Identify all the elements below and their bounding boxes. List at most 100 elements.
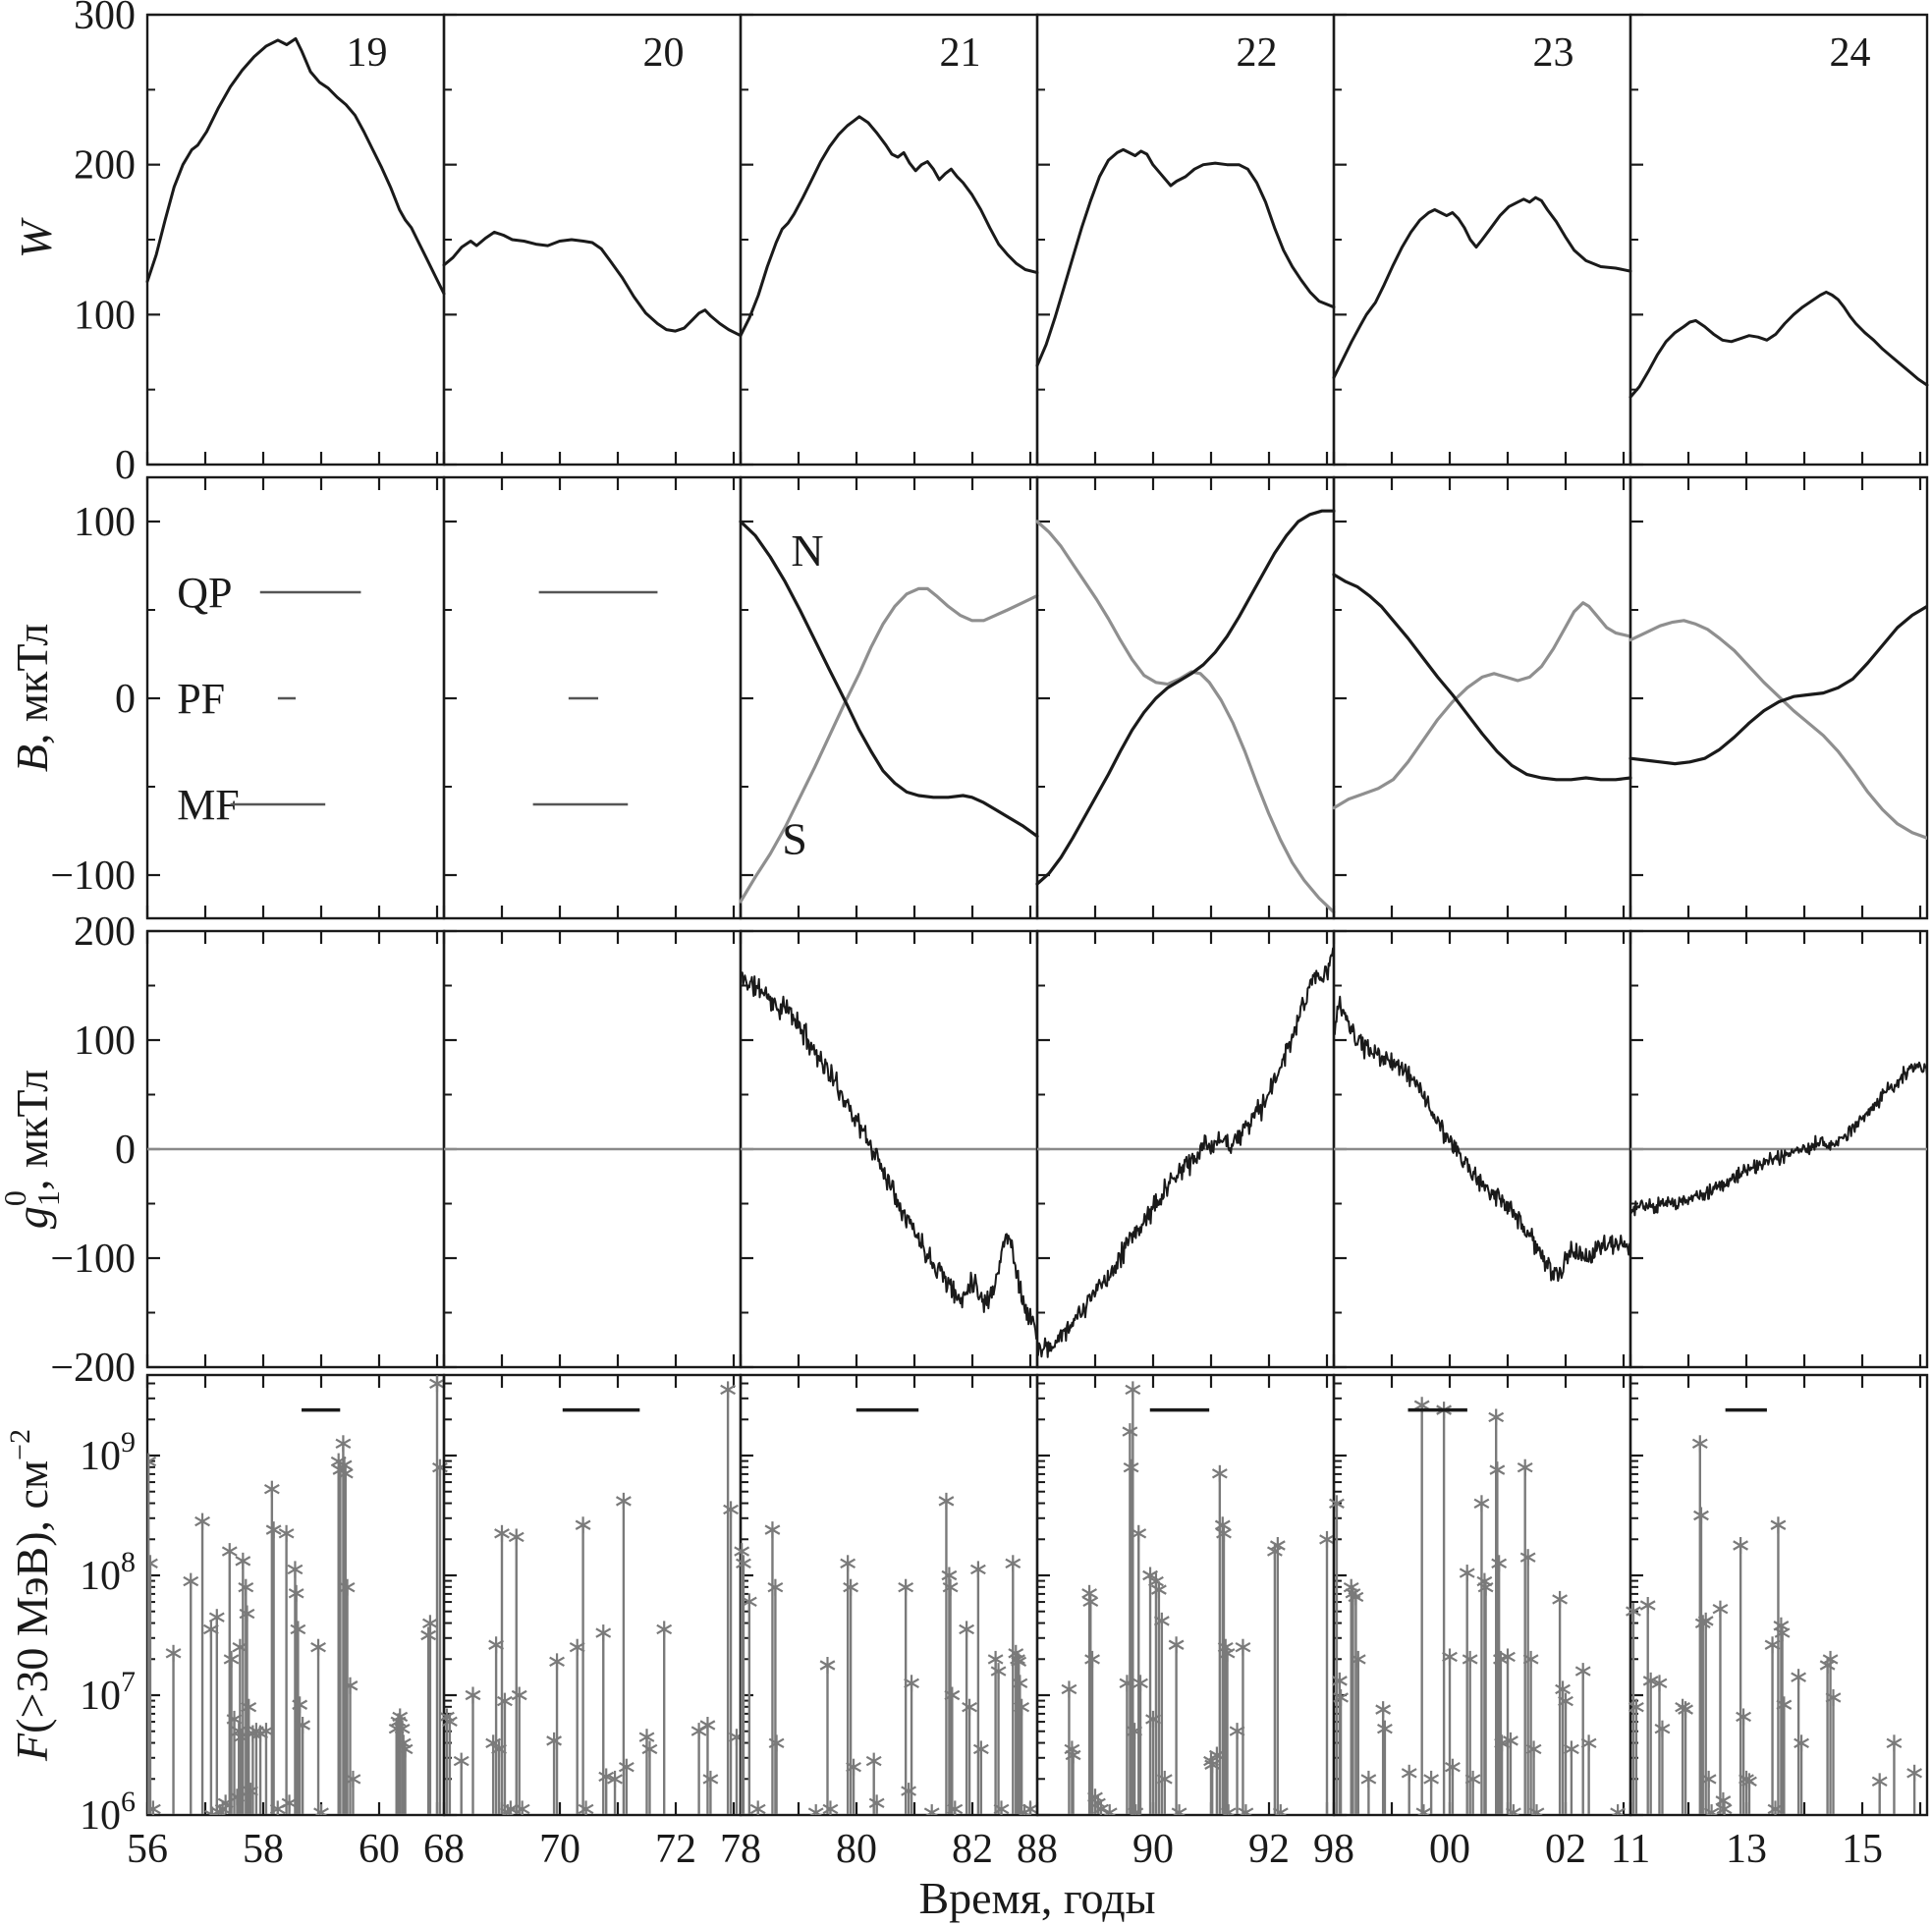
proton-event-marker <box>1503 1732 1518 1749</box>
proton-event-marker <box>843 1578 859 1596</box>
proton-event-marker <box>1269 1537 1286 1554</box>
proton-event-marker <box>904 1675 919 1692</box>
proton-event-marker <box>1014 1698 1030 1716</box>
proton-event-marker <box>1733 1537 1749 1554</box>
proton-event-marker <box>465 1686 481 1704</box>
proton-event-marker <box>1525 1740 1542 1758</box>
x-tick-label: 88 <box>1017 1827 1058 1872</box>
proton-event-marker <box>1505 1804 1521 1815</box>
proton-event-marker <box>1654 1720 1671 1737</box>
proton-event-marker <box>1500 1648 1516 1666</box>
cycle-number-label: 20 <box>642 30 684 76</box>
proton-event-marker <box>941 1567 958 1584</box>
proton-event-marker <box>767 1578 784 1596</box>
proton-event-marker <box>1555 1680 1571 1698</box>
panel-cycle-22: 88 90 92 22 <box>1017 13 1336 1872</box>
proton-event-marker <box>944 1686 961 1704</box>
proton-event-marker <box>429 1375 445 1393</box>
proton-event-marker <box>1716 1800 1733 1815</box>
proton-event-marker <box>337 1464 354 1482</box>
proton-event-marker <box>923 1804 940 1815</box>
proton-event-marker <box>1715 1791 1732 1809</box>
proton-event-marker <box>962 1698 977 1716</box>
proton-event-marker <box>638 1729 655 1746</box>
proton-event-marker <box>1712 1600 1729 1618</box>
proton-event-marker <box>990 1663 1007 1680</box>
y-axis-title: g10, мкТл <box>0 1070 66 1229</box>
proton-event-marker <box>1741 1773 1757 1790</box>
proton-fluence-stems <box>1329 1397 1627 1815</box>
proton-event-marker <box>1214 1516 1231 1534</box>
proton-event-marker <box>422 1615 438 1632</box>
proton-event-marker <box>898 1578 914 1596</box>
proton-event-marker <box>699 1717 716 1733</box>
proton-event-marker <box>598 1768 615 1786</box>
proton-event-marker <box>287 1561 304 1578</box>
y-tick-label: 100 <box>74 1018 136 1064</box>
proton-event-marker <box>1216 1524 1232 1542</box>
proton-event-marker <box>972 1740 989 1758</box>
proton-event-marker <box>1626 1603 1641 1621</box>
x-tick-label: 72 <box>655 1827 696 1872</box>
proton-event-marker <box>1519 1549 1536 1567</box>
y-tick-label: 100 <box>74 500 136 545</box>
proton-event-marker <box>1651 1675 1668 1692</box>
proton-event-marker <box>1132 1675 1148 1692</box>
proton-event-marker <box>397 1740 414 1758</box>
proton-event-marker <box>1473 1495 1490 1513</box>
legend-label: QP <box>177 569 232 617</box>
proton-event-marker <box>238 1578 254 1596</box>
polar-field-north-curve <box>1628 604 1927 766</box>
cycle-number-label: 22 <box>1236 30 1277 76</box>
proton-event-marker <box>1219 1644 1236 1662</box>
proton-event-marker <box>768 1734 785 1752</box>
proton-event-marker <box>310 1638 326 1656</box>
sunspot-curve <box>1035 147 1336 367</box>
proton-event-marker <box>278 1524 295 1542</box>
proton-event-marker <box>1442 1648 1458 1666</box>
proton-event-marker <box>345 1770 361 1788</box>
x-tick-label: 70 <box>539 1827 580 1872</box>
panel-frame <box>1035 475 1336 920</box>
x-axis-title: Время, годы <box>918 1873 1155 1923</box>
panel-cycle-20: 68 70 72 20 <box>423 13 745 1872</box>
proton-event-marker <box>1272 1804 1289 1815</box>
dipole-g10-curve <box>1036 947 1335 1358</box>
south-label: S <box>782 813 807 863</box>
sunspot-curve <box>739 115 1039 338</box>
proton-event-marker <box>1235 1638 1251 1656</box>
polar-field-south-curve <box>1035 520 1336 914</box>
proton-event-marker <box>607 1770 623 1788</box>
proton-event-marker <box>736 1555 751 1572</box>
proton-event-marker <box>1886 1734 1903 1752</box>
proton-event-marker <box>208 1609 225 1626</box>
proton-event-marker <box>295 1717 311 1733</box>
proton-event-marker <box>1774 1624 1791 1642</box>
y-axis-title: B, мкТл <box>7 624 57 772</box>
proton-event-marker <box>969 1561 986 1578</box>
y-tick-label: 106 <box>80 1786 136 1839</box>
proton-event-marker <box>494 1524 510 1542</box>
y-tick-label: −100 <box>50 853 136 899</box>
panel-frame <box>739 13 1039 467</box>
proton-event-marker <box>147 1555 158 1572</box>
proton-event-marker <box>194 1513 210 1530</box>
proton-event-marker <box>734 1543 750 1561</box>
panel-cycle-19: 56 58 60 19 QP PF MF <box>127 13 448 1872</box>
proton-event-marker <box>263 1480 280 1498</box>
y-tick-label: −100 <box>50 1237 136 1282</box>
polar-field-legend: QP PF MF <box>177 569 361 829</box>
proton-event-marker <box>575 1516 591 1534</box>
y-tick-label: 200 <box>74 143 136 189</box>
proton-fluence-stems <box>147 1375 448 1815</box>
x-tick-label: 80 <box>836 1827 877 1872</box>
y-tick-label: 107 <box>80 1666 136 1719</box>
proton-event-marker <box>147 1800 161 1815</box>
panel-frame <box>1332 475 1632 920</box>
proton-event-marker <box>1491 1555 1508 1572</box>
proton-event-marker <box>1871 1773 1888 1790</box>
panel-cycle-23: 98 00 02 23 <box>1313 13 1632 1872</box>
proton-event-marker <box>1150 1581 1167 1599</box>
proton-event-marker <box>1123 1458 1139 1476</box>
proton-event-marker <box>497 1692 513 1710</box>
